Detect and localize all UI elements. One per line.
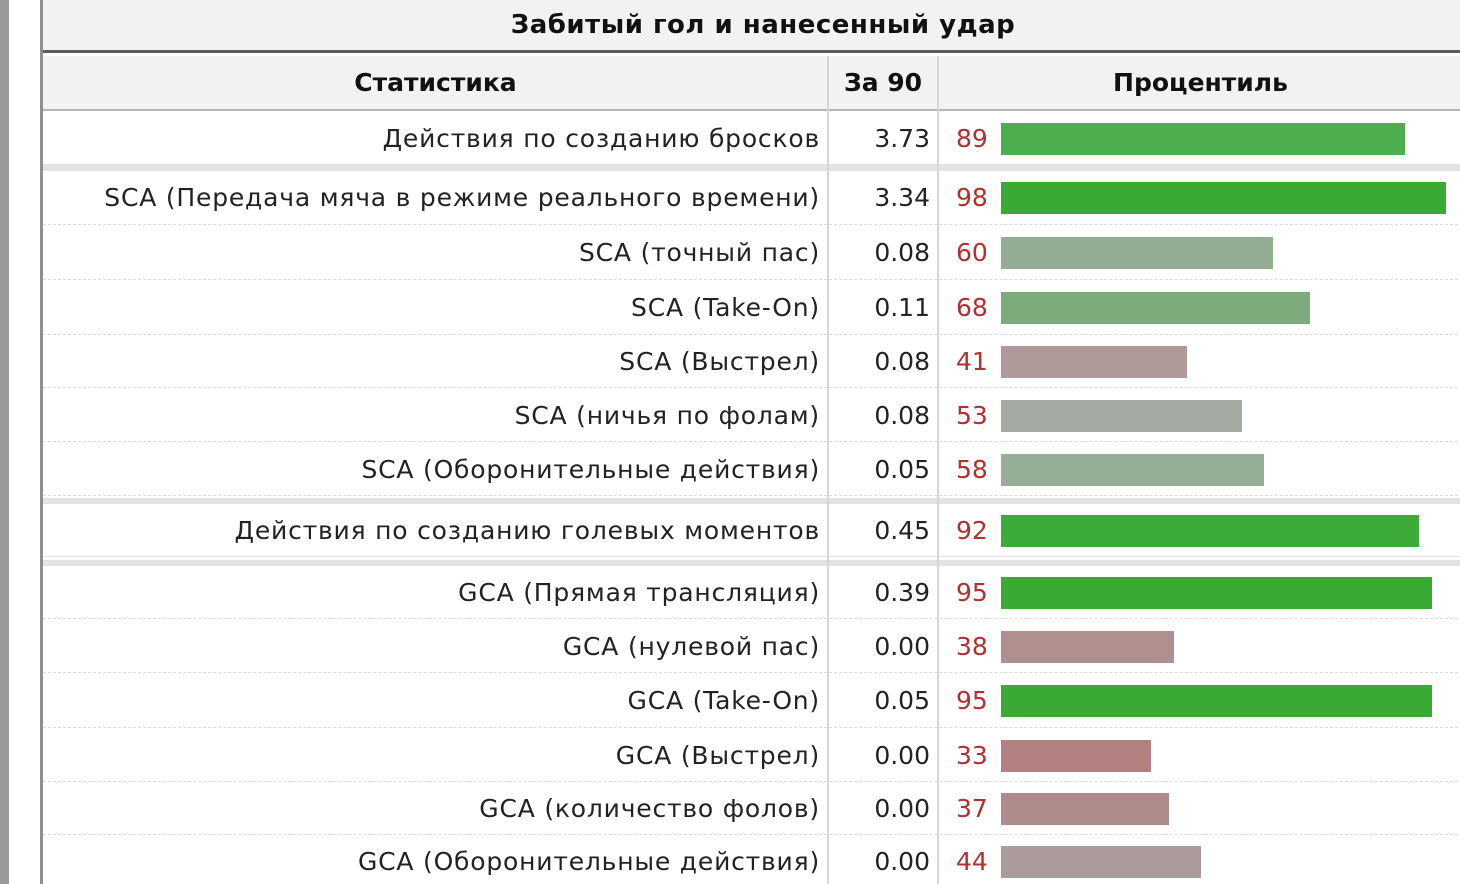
percentile-value: 68 [956,293,988,322]
percentile-bar [1001,577,1432,609]
per90-value: 0.39 [874,578,930,607]
percentile-value: 95 [956,686,988,715]
column-header-percentile[interactable]: Процентиль [1113,68,1288,97]
per90-value: 3.73 [874,124,930,153]
table-row: GCA (Прямая трансляция) 0.39 95 [43,567,1460,619]
percentile-bar [1001,685,1432,717]
percentile-value: 37 [956,794,988,823]
per90-value: 0.08 [874,347,930,376]
table-header-row: Статистика За 90 Процентиль [43,56,1460,111]
per90-value: 0.08 [874,238,930,267]
per90-value: 0.05 [874,686,930,715]
table-row: SCA (Take-On) 0.11 68 [43,281,1460,335]
per90-value: 3.34 [874,183,930,212]
percentile-bar [1001,631,1174,663]
column-header-stat[interactable]: Статистика [354,68,517,97]
stat-label: SCA (Take-On) [631,293,820,322]
column-divider [827,56,829,884]
column-header-per90[interactable]: За 90 [843,68,923,97]
table-frame [40,0,1460,884]
percentile-value: 98 [956,183,988,212]
table-caption-text: Забитый гол и нанесенный удар [510,10,1016,40]
percentile-bar [1001,400,1242,432]
percentile-bar [1001,740,1151,772]
page-margin [9,0,40,884]
stat-label: GCA (Прямая трансляция) [458,578,820,607]
section-separator [43,165,1460,171]
percentile-value: 95 [956,578,988,607]
table-row: GCA (Оборонительные действия) 0.00 44 [43,836,1460,884]
percentile-value: 41 [956,347,988,376]
table-row: GCA (количество фолов) 0.00 37 [43,783,1460,835]
percentile-value: 58 [956,454,988,484]
percentile-value: 44 [956,847,988,876]
stat-label: SCA (Выстрел) [619,347,820,376]
stat-label: GCA (Выстрел) [615,740,820,770]
table-row: SCA (Выстрел) 0.08 41 [43,336,1460,388]
table-row: GCA (Take-On) 0.05 95 [43,674,1460,728]
stat-label: Действия по созданию бросков [382,124,820,153]
percentile-value: 89 [956,124,988,153]
scrollbar-edge[interactable] [0,0,9,884]
percentile-value: 92 [956,516,988,545]
per90-value: 0.00 [874,794,930,823]
table-row: SCA (ничья по фолам) 0.08 53 [43,389,1460,442]
percentile-value: 60 [956,238,988,267]
section-separator [43,560,1460,566]
per90-value: 0.08 [874,400,930,430]
percentile-bar [1001,346,1187,378]
percentile-bar [1001,515,1419,547]
per90-value: 0.00 [874,740,930,770]
percentile-bar [1001,454,1264,486]
table-caption: Забитый гол и нанесенный удар [43,0,1460,53]
table-row: SCA (точный пас) 0.08 60 [43,226,1460,280]
percentile-bar [1001,237,1273,269]
summary-row: Действия по созданию бросков 3.73 89 [43,113,1460,165]
percentile-bar [1001,292,1310,324]
stat-label: GCA (Оборонительные действия) [357,847,820,876]
percentile-value: 33 [956,740,988,770]
percentile-bar [1001,123,1405,155]
table-row: SCA (Оборонительные действия) 0.05 58 [43,443,1460,496]
per90-value: 0.45 [874,516,930,545]
percentile-bar [1001,182,1446,214]
percentile-bar [1001,846,1201,878]
table-row: GCA (Выстрел) 0.00 33 [43,729,1460,782]
column-divider [937,56,939,884]
per90-value: 0.05 [874,454,930,484]
table-row: GCA (нулевой пас) 0.00 38 [43,620,1460,673]
stat-label: GCA (количество фолов) [479,794,820,823]
percentile-bar [1001,793,1169,825]
per90-value: 0.11 [874,293,930,322]
table-row: SCA (Передача мяча в режиме реального вр… [43,171,1460,225]
summary-row: Действия по созданию голевых моментов 0.4… [43,505,1460,557]
stat-label: Действия по созданию голевых моментов [234,516,820,545]
stat-label: SCA (точный пас) [579,238,820,267]
percentile-value: 38 [956,631,988,661]
per90-value: 0.00 [874,847,930,876]
section-separator [43,498,1460,504]
stat-label: GCA (Take-On) [627,686,820,715]
stat-label: SCA (Оборонительные действия) [361,454,820,484]
stat-label: GCA (нулевой пас) [562,631,820,661]
stat-label: SCA (ничья по фолам) [514,400,820,430]
per90-value: 0.00 [874,631,930,661]
percentile-value: 53 [956,400,988,430]
stat-label: SCA (Передача мяча в режиме реального вр… [104,183,820,212]
